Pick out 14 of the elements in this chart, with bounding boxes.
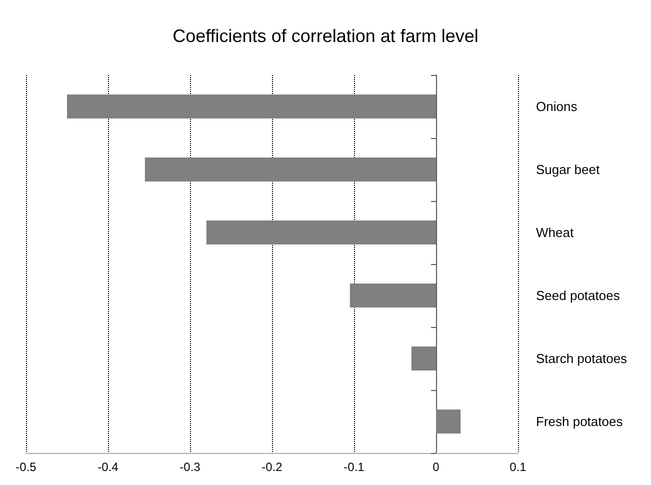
y-tick-label: Starch potatoes [536,351,628,366]
y-tick-label: Sugar beet [536,162,600,177]
y-tick-label: Wheat [536,225,574,240]
x-tick-label: -0.2 [262,460,283,474]
y-tick-label: Onions [536,99,578,114]
y-tick-label: Seed potatoes [536,288,620,303]
x-tick-label: -0.5 [16,460,37,474]
chart-title: Coefficients of correlation at farm level [172,26,478,46]
x-tick-label: 0.1 [510,460,527,474]
x-tick-label: -0.4 [98,460,119,474]
x-tick-label: -0.3 [180,460,201,474]
y-tick-label: Fresh potatoes [536,414,624,429]
x-tick-label: -0.1 [344,460,365,474]
x-tick-label: 0 [432,460,440,474]
